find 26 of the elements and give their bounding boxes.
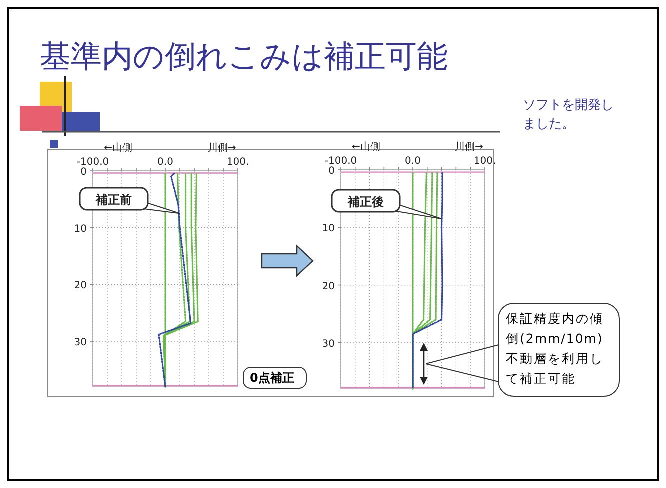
text: 川側→ [208,142,236,154]
y-tick-label: 20 [322,281,335,292]
text: ←山側 [104,142,133,154]
chart-title: 基準内の倒れこみは補正可能 [40,38,449,77]
callout: 補正前 [79,187,180,214]
text: ←山側 [352,141,380,153]
text: 川側→ [454,141,484,153]
x-tick-label: -100.0 [324,156,358,167]
y-tick-label: 30 [74,338,87,349]
x-tick-label: 100. [226,157,250,168]
x-tick-label: 0.0 [405,156,421,167]
x-tick-label: 0.0 [158,157,174,168]
y-tick-label: 0 [80,167,87,178]
x-tick-label: 100. [474,156,496,167]
text: ソフトを開発しました。 [523,97,615,134]
y-tick-label: 30 [322,338,335,350]
y-tick-label: 10 [322,224,335,235]
text: 0点補正 [243,367,307,389]
y-tick-label: 0 [328,166,335,177]
callout: 補正後 [331,189,442,220]
annotation: 補正後 [347,195,384,209]
y-tick-label: 10 [74,224,87,235]
annotation: 補正前 [95,193,132,207]
x-tick-label: -100.0 [76,157,110,168]
y-tick-label: 20 [74,280,87,292]
text: 保証精度内の傾倒(2mm/10m)不動層を利用して補正可能 [498,303,620,397]
